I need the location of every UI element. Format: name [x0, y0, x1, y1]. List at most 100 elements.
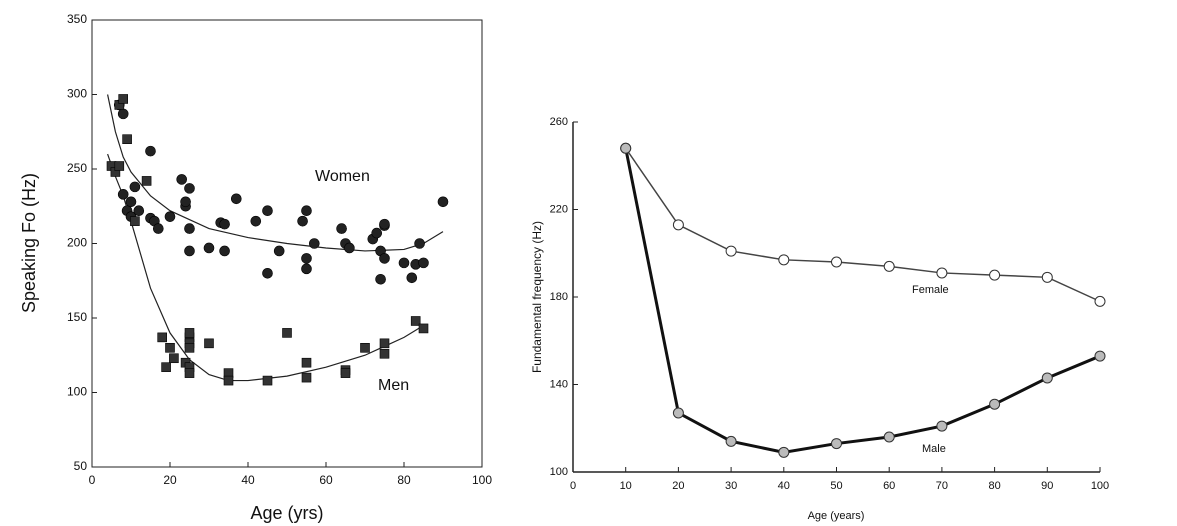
y-tick-label: 300: [67, 87, 87, 101]
circle-point: [134, 206, 144, 216]
y-tick-label: 200: [67, 236, 87, 250]
circle-point: [220, 219, 230, 229]
square-point: [380, 339, 389, 348]
page: Speaking Fo (Hz) Age (yrs) Fundamental f…: [0, 0, 1177, 526]
y-tick-label: 350: [67, 12, 87, 26]
circle-point: [419, 258, 429, 268]
x-tick-label: 70: [936, 480, 948, 492]
square-point: [130, 217, 139, 226]
square-point: [142, 176, 151, 185]
square-point: [263, 376, 272, 385]
circle-point: [372, 228, 382, 238]
point: [937, 421, 947, 431]
point: [673, 408, 683, 418]
square-point: [205, 339, 214, 348]
series-line: [626, 148, 1100, 301]
point: [937, 268, 947, 278]
square-point: [361, 343, 370, 352]
point: [990, 399, 1000, 409]
circle-point: [337, 224, 347, 234]
circle-point: [376, 274, 386, 284]
circle-point: [438, 197, 448, 207]
x-tick-label: 0: [89, 473, 96, 487]
y-tick-label: 250: [67, 161, 87, 175]
x-axis-title: Age (years): [808, 510, 865, 522]
point: [884, 261, 894, 271]
circle-point: [185, 246, 195, 256]
point: [990, 270, 1000, 280]
square-point: [283, 328, 292, 337]
y-tick-label: 100: [550, 466, 568, 478]
series-label: Female: [912, 284, 949, 296]
square-point: [166, 343, 175, 352]
x-tick-label: 20: [163, 473, 177, 487]
point: [884, 432, 894, 442]
circle-point: [302, 253, 312, 263]
square-point: [380, 349, 389, 358]
y-tick-label: 140: [550, 378, 568, 390]
point: [832, 439, 842, 449]
figure: Speaking Fo (Hz) Age (yrs) Fundamental f…: [0, 0, 1177, 526]
series-label: Men: [378, 377, 409, 394]
circle-point: [344, 243, 354, 253]
x-tick-label: 30: [725, 480, 737, 492]
circle-point: [130, 182, 140, 192]
point: [1042, 272, 1052, 282]
circle-point: [153, 224, 163, 234]
x-tick-label: 40: [241, 473, 255, 487]
circle-point: [309, 239, 319, 249]
circle-point: [177, 174, 187, 184]
y-tick-label: 100: [67, 385, 87, 399]
square-point: [419, 324, 428, 333]
square-point: [119, 94, 128, 103]
point: [779, 255, 789, 265]
y-tick-label: 150: [67, 310, 87, 324]
point: [832, 257, 842, 267]
square-point: [185, 343, 194, 352]
circle-point: [126, 197, 136, 207]
square-point: [158, 333, 167, 342]
circle-point: [407, 273, 417, 283]
square-point: [224, 376, 233, 385]
circle-point: [181, 197, 191, 207]
x-tick-label: 100: [472, 473, 492, 487]
series-line: [626, 148, 1100, 452]
circle-point: [302, 206, 312, 216]
y-tick-label: 260: [550, 116, 568, 128]
circle-point: [118, 109, 128, 119]
x-tick-label: 60: [883, 480, 895, 492]
square-point: [302, 373, 311, 382]
y-tick-label: 220: [550, 203, 568, 215]
x-tick-label: 20: [672, 480, 684, 492]
square-point: [185, 328, 194, 337]
point: [1095, 351, 1105, 361]
circle-point: [251, 216, 261, 226]
circle-point: [220, 246, 230, 256]
circle-point: [118, 189, 128, 199]
square-point: [162, 363, 171, 372]
circle-point: [204, 243, 214, 253]
x-tick-label: 100: [1091, 480, 1109, 492]
y-axis-title: Fundamental frequency (Hz): [530, 221, 544, 373]
point: [621, 143, 631, 153]
x-tick-label: 80: [988, 480, 1000, 492]
circle-point: [399, 258, 409, 268]
y-tick-label: 50: [74, 459, 88, 473]
x-tick-label: 10: [620, 480, 632, 492]
square-point: [341, 369, 350, 378]
point: [673, 220, 683, 230]
circle-point: [302, 264, 312, 274]
square-point: [123, 135, 132, 144]
x-tick-label: 90: [1041, 480, 1053, 492]
circle-point: [380, 219, 390, 229]
x-tick-label: 0: [570, 480, 576, 492]
circle-point: [415, 239, 425, 249]
x-tick-label: 60: [319, 473, 333, 487]
circle-point: [146, 146, 156, 156]
circle-point: [380, 253, 390, 263]
circle-point: [298, 216, 308, 226]
point: [726, 246, 736, 256]
circle-point: [263, 206, 273, 216]
circle-point: [263, 268, 273, 278]
series-label: Women: [315, 168, 370, 185]
